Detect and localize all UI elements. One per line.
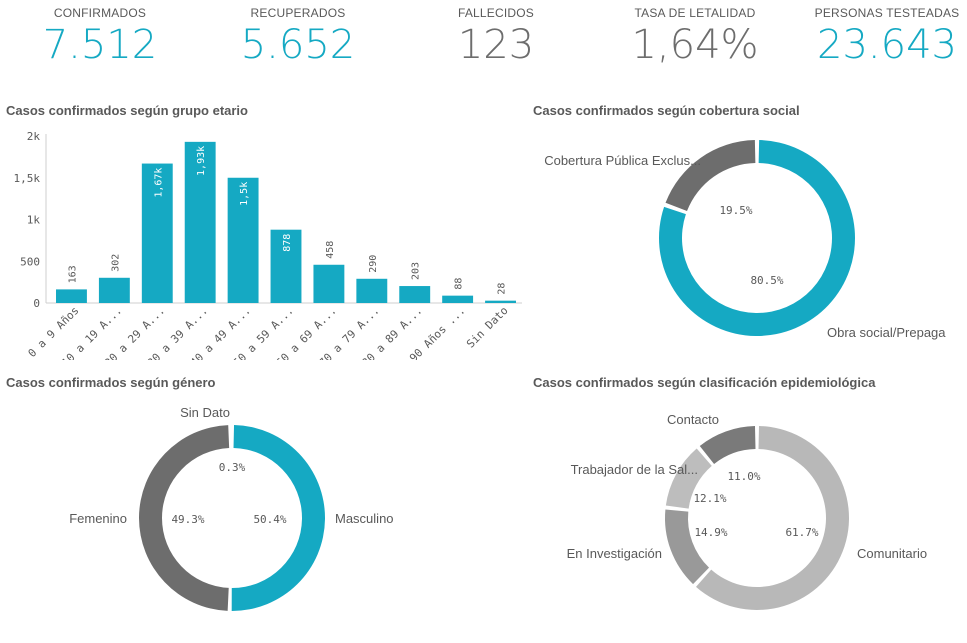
bar-value-label: 290	[368, 255, 379, 273]
kpi-value: 1,64%	[631, 22, 759, 68]
bar	[313, 264, 345, 303]
bar	[399, 286, 431, 303]
bar	[270, 229, 302, 303]
y-tick-label: 1,5k	[14, 172, 41, 185]
kpi-label: CONFIRMADOS	[53, 6, 147, 20]
bar-value-label: 1,5k	[239, 182, 250, 206]
y-tick-label: 2k	[27, 130, 41, 143]
bar-value-label: 458	[325, 241, 336, 259]
slice-name-label: Cobertura Pública Exclus...	[544, 153, 701, 168]
slice-percent-label: 19.5%	[719, 204, 752, 217]
kpi-value: 123	[457, 22, 535, 68]
donut-slice	[699, 426, 756, 464]
bar-value-label: 203	[411, 262, 422, 280]
slice-name-label: Trabajador de la Sal...	[571, 462, 698, 477]
slice-percent-label: 80.5%	[750, 274, 783, 287]
donut-chart-genero[interactable]: 50.4% Masculino 49.3% Femenino 0.3% Sin Dato	[0, 392, 480, 632]
chart-title-clasificacion: Casos confirmados según clasificación ep…	[533, 375, 876, 390]
slice-percent-label: 12.1%	[693, 492, 726, 505]
kpi-confirmados: CONFIRMADOS 7.512	[40, 6, 160, 68]
bar	[56, 289, 87, 303]
slice-name-label: Masculino	[335, 511, 394, 526]
slice-percent-label: 61.7%	[785, 526, 818, 539]
y-tick-label: 500	[20, 255, 40, 268]
slice-name-label: En Investigación	[567, 546, 662, 561]
bar-value-label: 302	[110, 254, 121, 272]
slice-name-label: Obra social/Prepaga	[827, 325, 946, 340]
slice-percent-label: 14.9%	[694, 526, 727, 539]
bar-value-label: 878	[282, 234, 293, 252]
slice-name-label: Sin Dato	[180, 405, 230, 420]
donut-slice	[665, 509, 710, 585]
y-tick-label: 1k	[27, 214, 41, 227]
bar-value-label: 88	[454, 278, 465, 290]
slice-name-label: Femenino	[69, 511, 127, 526]
x-tick-label: Sin Dato	[464, 304, 511, 351]
bar	[442, 295, 474, 303]
slice-percent-label: 0.3%	[219, 461, 246, 474]
donut-slice	[138, 425, 230, 611]
chart-title-genero: Casos confirmados según género	[6, 375, 216, 390]
donut-slice	[231, 425, 325, 611]
chart-title-cobertura-social: Casos confirmados según cobertura social	[533, 103, 800, 118]
kpi-value: 7.512	[42, 22, 158, 68]
kpi-value: 5.652	[240, 22, 356, 68]
bar	[227, 177, 259, 303]
kpi-tasa-letalidad: TASA DE LETALIDAD 1,64%	[620, 6, 770, 68]
y-tick-label: 0	[33, 297, 40, 310]
kpi-personas-testeadas: PERSONAS TESTEADAS 23.643	[812, 6, 962, 68]
donut-chart-cobertura-social[interactable]: 80.5% Obra social/Prepaga 19.5% Cobertura P…	[520, 120, 967, 360]
bar-value-label: 163	[67, 265, 78, 283]
donut-slice	[665, 140, 756, 212]
kpi-recuperados: RECUPERADOS 5.652	[238, 6, 358, 68]
bar-value-label: 1,67k	[153, 168, 164, 198]
kpi-value: 23.643	[817, 22, 957, 68]
slice-name-label: Comunitario	[857, 546, 927, 561]
bar-value-label: 1,93k	[196, 146, 207, 176]
bar-value-label: 28	[497, 283, 508, 295]
kpi-label: FALLECIDOS	[457, 6, 535, 20]
bar	[184, 141, 216, 303]
donut-chart-clasificacion[interactable]: 61.7% Comunitario 14.9% En Investigación 12.…	[520, 392, 967, 632]
kpi-label: TASA DE LETALIDAD	[634, 6, 756, 20]
kpi-label: RECUPERADOS	[250, 6, 346, 20]
slice-name-label: Contacto	[667, 412, 719, 427]
donut-slice	[665, 448, 712, 509]
kpi-label: PERSONAS TESTEADAS	[814, 6, 960, 20]
bar	[141, 163, 173, 303]
slice-percent-label: 11.0%	[727, 470, 760, 483]
slice-percent-label: 50.4%	[253, 513, 286, 526]
kpi-fallecidos: FALLECIDOS 123	[436, 6, 556, 68]
bar	[98, 277, 130, 303]
chart-title-grupo-etario: Casos confirmados según grupo etario	[6, 103, 248, 118]
bar	[356, 278, 388, 303]
bar	[485, 300, 516, 303]
slice-percent-label: 49.3%	[171, 513, 204, 526]
donut-slice	[695, 426, 849, 610]
